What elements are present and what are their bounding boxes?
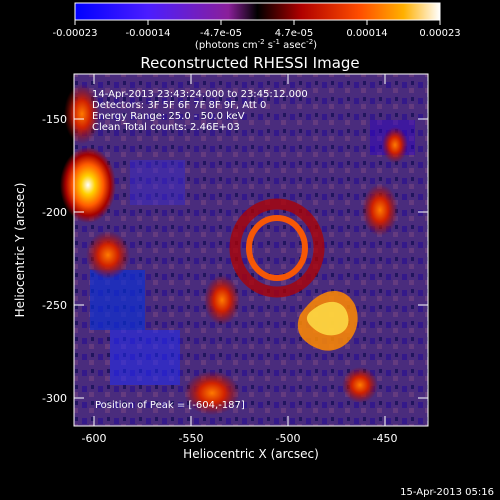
overlay-detectors: Detectors: 3F 5F 6F 7F 8F 9F, Att 0 <box>92 100 266 111</box>
colorbar-tick-4: 4.7e-05 <box>275 28 313 39</box>
peak-source <box>60 147 116 223</box>
right-warm-region-1 <box>362 184 398 236</box>
bottom-warm-region <box>184 371 240 415</box>
y-axis-major-ticks <box>74 118 428 399</box>
blue-patch-3 <box>130 160 185 205</box>
x-tick-label-3: -500 <box>276 432 301 445</box>
footer-timestamp: 15-Apr-2013 05:16 <box>400 487 494 498</box>
blue-patch-1 <box>90 270 145 330</box>
colorbar-tick-5: 0.00014 <box>346 28 387 39</box>
y-tick-label-1: -150 <box>42 113 67 126</box>
left-warm-region-2 <box>86 231 130 279</box>
y-tick-label-4: -300 <box>42 392 67 405</box>
colorbar-tick-6: 0.00023 <box>419 28 460 39</box>
overlay-energy-range: Energy Range: 25.0 - 50.0 keV <box>92 111 245 122</box>
left-warm-region-1 <box>64 84 100 144</box>
colorbar-tick-1: -0.00023 <box>53 28 98 39</box>
overlay-total-counts: Clean Total counts: 2.46E+03 <box>92 122 240 133</box>
right-warm-region-2 <box>382 127 408 163</box>
x-tick-label-1: -600 <box>82 432 107 445</box>
overlay-time-range: 14-Apr-2013 23:43:24.000 to 23:45:12.000 <box>92 89 308 100</box>
plot-title: Reconstructed RHESSI Image <box>140 54 359 72</box>
colorbar <box>75 3 440 20</box>
colorbar-tick-marks <box>74 20 441 25</box>
central-ring <box>246 215 308 281</box>
plot-frame <box>73 73 429 427</box>
outer-ring <box>229 198 325 298</box>
x-axis-major-ticks <box>93 74 386 426</box>
colorbar-units: (photons cm-2 s-1 asec-2) <box>195 38 317 51</box>
y-axis-label: Heliocentric Y (arcsec) <box>13 183 27 318</box>
y-tick-label-2: -200 <box>42 206 67 219</box>
bright-emission-core <box>306 301 349 336</box>
center-warm-region <box>204 275 240 325</box>
overlay-peak-position: Position of Peak = [-604,-187] <box>95 400 245 411</box>
colorbar-frame <box>74 2 441 21</box>
x-tick-label-4: -450 <box>373 432 398 445</box>
x-tick-label-2: -550 <box>179 432 204 445</box>
colorbar-tick-2: -0.00014 <box>126 28 171 39</box>
colorbar-tick-3: -4.7e-05 <box>200 28 242 39</box>
right-warm-region-3 <box>342 367 378 403</box>
x-axis-label: Heliocentric X (arcsec) <box>183 447 319 461</box>
y-tick-label-3: -250 <box>42 299 67 312</box>
blue-patch-2 <box>110 330 180 385</box>
